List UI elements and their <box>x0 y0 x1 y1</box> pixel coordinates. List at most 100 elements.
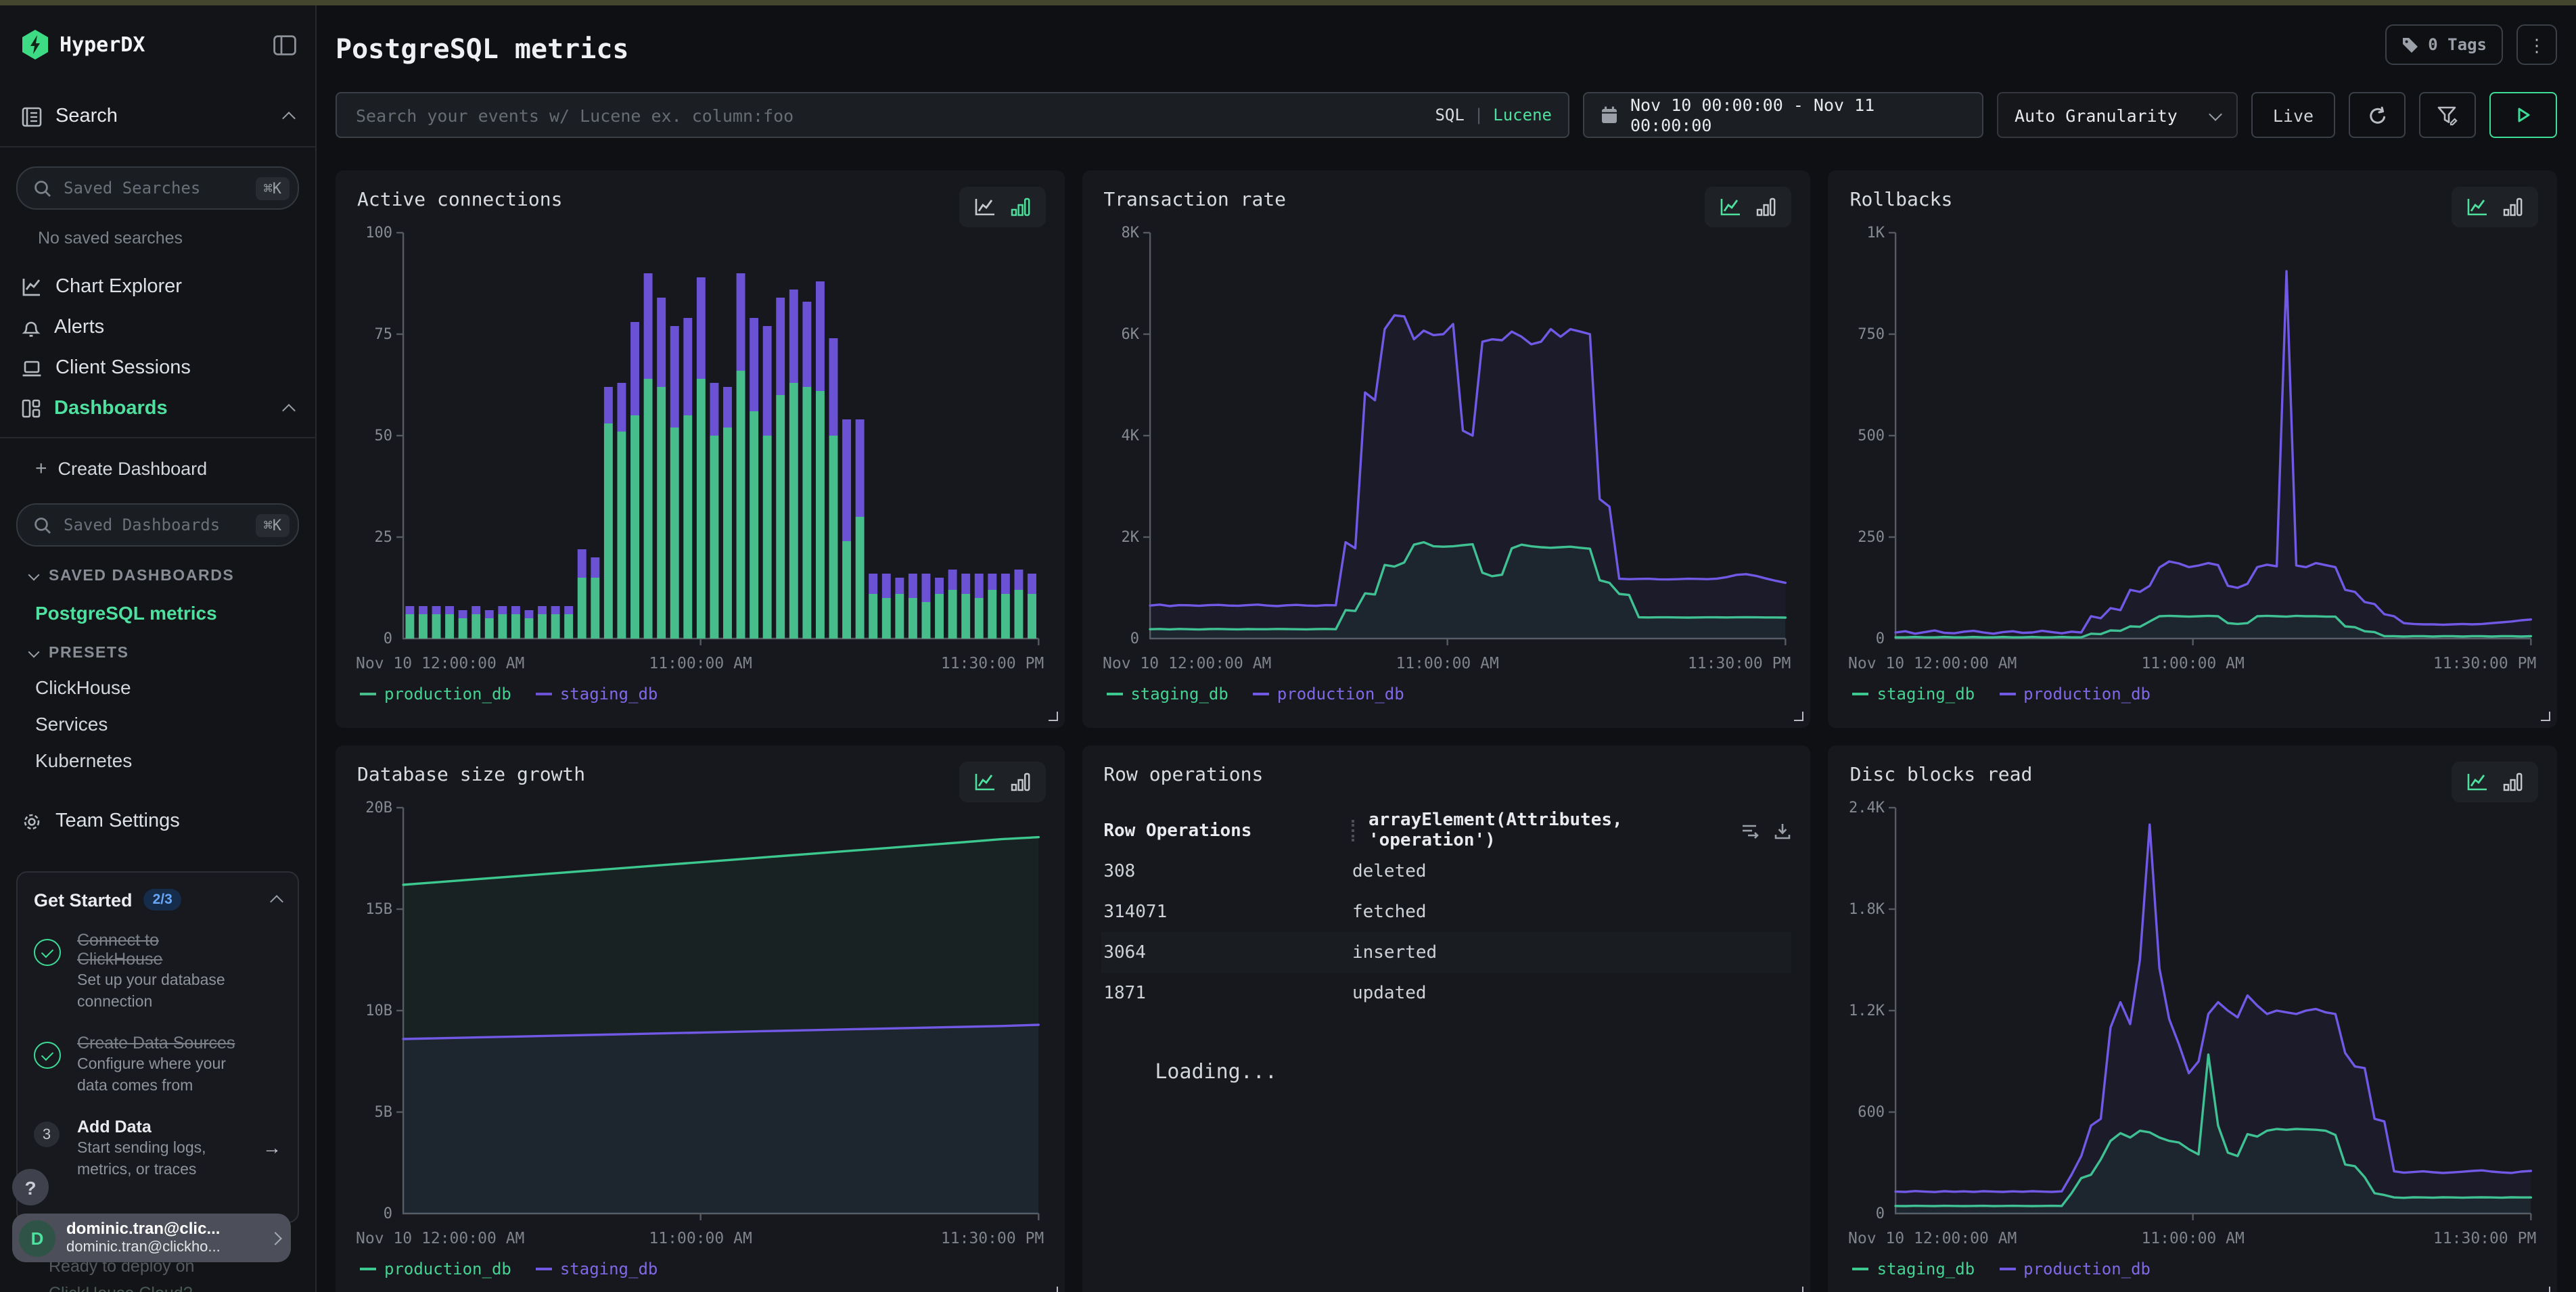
legend-label: production_db <box>2023 1260 2150 1278</box>
tags-button[interactable]: 0 Tags <box>2385 24 2503 65</box>
collapse-sidebar-button[interactable] <box>273 34 296 55</box>
granularity-select[interactable]: Auto Granularity <box>1997 92 2238 138</box>
resize-handle[interactable] <box>1795 1287 1804 1292</box>
line-chart-icon[interactable] <box>1720 198 1742 216</box>
sidebar-item-team-settings[interactable]: Team Settings <box>0 804 315 839</box>
line-chart-icon[interactable] <box>2466 198 2488 216</box>
svg-text:25: 25 <box>375 529 393 546</box>
user-menu[interactable]: D dominic.tran@clic... dominic.tran@clic… <box>12 1214 291 1262</box>
resize-handle[interactable] <box>2541 1287 2550 1292</box>
bar-chart-icon[interactable] <box>1010 198 1030 216</box>
resize-handle[interactable] <box>2541 712 2550 721</box>
filter-button[interactable] <box>2419 92 2476 138</box>
create-dashboard-button[interactable]: + Create Dashboard <box>0 452 315 484</box>
sql-mode-toggle[interactable]: SQL <box>1435 106 1464 124</box>
table-header: Row Operations arrayElement(Attributes, … <box>1101 810 1791 851</box>
sidebar-item-alerts[interactable]: Alerts <box>0 307 315 348</box>
event-search-box[interactable]: SQL | Lucene <box>336 92 1569 138</box>
chart-canvas[interactable]: 02505007501KNov 10 12:00:00 AM11:00:00 A… <box>1847 219 2538 679</box>
chart-canvas[interactable]: 0255075100Nov 10 12:00:00 AM11:00:00 AM1… <box>354 219 1045 679</box>
svg-text:1.2K: 1.2K <box>1849 1002 1886 1019</box>
sidebar-link-clickhouse[interactable]: ClickHouse <box>0 676 315 698</box>
bar-chart-icon[interactable] <box>2503 198 2523 216</box>
search-icon <box>34 516 51 534</box>
sidebar-link-postgresql-metrics[interactable]: PostgreSQL metrics <box>0 602 315 624</box>
sidebar-item-chart-explorer[interactable]: Chart Explorer <box>0 267 315 307</box>
help-button[interactable]: ? <box>12 1169 49 1205</box>
sidebar: HyperDX Search ⌘K No saved searches <box>0 0 317 1292</box>
legend-item[interactable]: production_db <box>360 685 511 703</box>
chart-canvas[interactable]: 06001.2K1.8K2.4KNov 10 12:00:00 AM11:00:… <box>1847 794 2538 1254</box>
legend-item[interactable]: staging_db <box>1106 685 1228 703</box>
svg-text:15B: 15B <box>365 901 392 918</box>
get-started-step-connect[interactable]: Connect to ClickHouse Set up your databa… <box>34 931 281 1013</box>
table-row[interactable]: 1871updated <box>1101 973 1791 1013</box>
saved-searches-input[interactable]: ⌘K <box>16 166 299 210</box>
sort-icon[interactable] <box>1742 823 1761 839</box>
column-header[interactable]: Row Operations <box>1101 821 1352 841</box>
column-header[interactable]: arrayElement(Attributes, 'operation') <box>1368 810 1742 851</box>
kebab-menu-button[interactable]: ⋮ <box>2516 24 2557 65</box>
legend-item[interactable]: production_db <box>360 1260 511 1278</box>
saved-dashboards-field[interactable] <box>61 514 246 536</box>
bar-chart-icon[interactable] <box>2503 772 2523 791</box>
chart-canvas[interactable]: 02K4K6K8KNov 10 12:00:00 AM11:00:00 AM11… <box>1101 219 1791 679</box>
panel-title: Database size growth <box>357 764 1045 786</box>
run-query-button[interactable] <box>2489 92 2557 138</box>
legend-label: staging_db <box>1877 1260 1975 1278</box>
presets-section-header[interactable]: PRESETS <box>0 645 315 662</box>
bar-chart-icon[interactable] <box>1757 198 1777 216</box>
svg-text:250: 250 <box>1858 529 1885 546</box>
legend-item[interactable]: production_db <box>1999 1260 2150 1278</box>
legend-item[interactable]: staging_db <box>1853 1260 1975 1278</box>
live-button[interactable]: Live <box>2251 92 2335 138</box>
table-row[interactable]: 308deleted <box>1101 851 1791 892</box>
legend-item[interactable]: staging_db <box>536 1260 658 1278</box>
saved-dashboards-input[interactable]: ⌘K <box>16 503 299 547</box>
sidebar-item-label: Client Sessions <box>55 357 294 379</box>
date-range-picker[interactable]: Nov 10 00:00:00 - Nov 11 00:00:00 <box>1583 92 1983 138</box>
line-chart-icon[interactable] <box>973 772 995 791</box>
step-title: Add Data <box>77 1117 252 1136</box>
lucene-mode-toggle[interactable]: Lucene <box>1493 106 1552 124</box>
hyperdx-logo-icon <box>22 30 49 60</box>
table-cell: deleted <box>1352 861 1792 881</box>
download-icon[interactable] <box>1774 822 1792 839</box>
svg-text:8K: 8K <box>1121 225 1139 241</box>
panel-transaction-rate: Transaction rate 02K4K6K8KNov 10 12:00:0… <box>1082 170 1810 728</box>
chart-canvas[interactable]: 05B10B15B20BNov 10 12:00:00 AM11:00:00 A… <box>354 794 1045 1254</box>
sidebar-item-client-sessions[interactable]: Client Sessions <box>0 348 315 388</box>
refresh-button[interactable] <box>2349 92 2406 138</box>
legend-item[interactable]: production_db <box>1999 685 2150 703</box>
get-started-step-sources[interactable]: Create Data Sources Configure where your… <box>34 1034 281 1097</box>
chevron-up-icon[interactable] <box>270 895 283 908</box>
legend-item[interactable]: staging_db <box>536 685 658 703</box>
saved-dashboards-section-header[interactable]: SAVED DASHBOARDS <box>0 568 315 584</box>
sidebar-item-search[interactable]: Search <box>0 100 315 133</box>
resize-handle[interactable] <box>1048 1287 1057 1292</box>
panel-disc-blocks-read: Disc blocks read 06001.2K1.8K2.4KNov 10 … <box>1828 745 2557 1292</box>
saved-searches-field[interactable] <box>61 177 246 199</box>
step-desc: Configure where your data comes from <box>77 1055 252 1097</box>
table-row[interactable]: 314071fetched <box>1101 892 1791 932</box>
sidebar-link-kubernetes[interactable]: Kubernetes <box>0 749 315 771</box>
bar-chart-icon[interactable] <box>1010 772 1030 791</box>
sidebar-link-services[interactable]: Services <box>0 713 315 735</box>
resize-handle[interactable] <box>1048 712 1057 721</box>
chart-legend: staging_db production_db <box>1853 685 2538 703</box>
legend-item[interactable]: staging_db <box>1853 685 1975 703</box>
line-chart-icon[interactable] <box>2466 772 2488 791</box>
resize-handle[interactable] <box>1795 712 1804 721</box>
legend-label: production_db <box>2023 685 2150 703</box>
sidebar-item-dashboards[interactable]: Dashboards <box>0 388 315 429</box>
column-divider[interactable] <box>1352 820 1355 841</box>
line-chart-icon[interactable] <box>973 198 995 216</box>
chevron-down-icon <box>28 647 40 658</box>
calendar-icon <box>1601 106 1618 124</box>
legend-item[interactable]: production_db <box>1253 685 1404 703</box>
avatar: D <box>19 1220 55 1256</box>
event-search-input[interactable] <box>353 103 1421 126</box>
get-started-step-add-data[interactable]: 3 Add Data Start sending logs, metrics, … <box>34 1117 281 1181</box>
table-row[interactable]: 3064inserted <box>1101 932 1791 973</box>
svg-text:2K: 2K <box>1121 529 1139 546</box>
